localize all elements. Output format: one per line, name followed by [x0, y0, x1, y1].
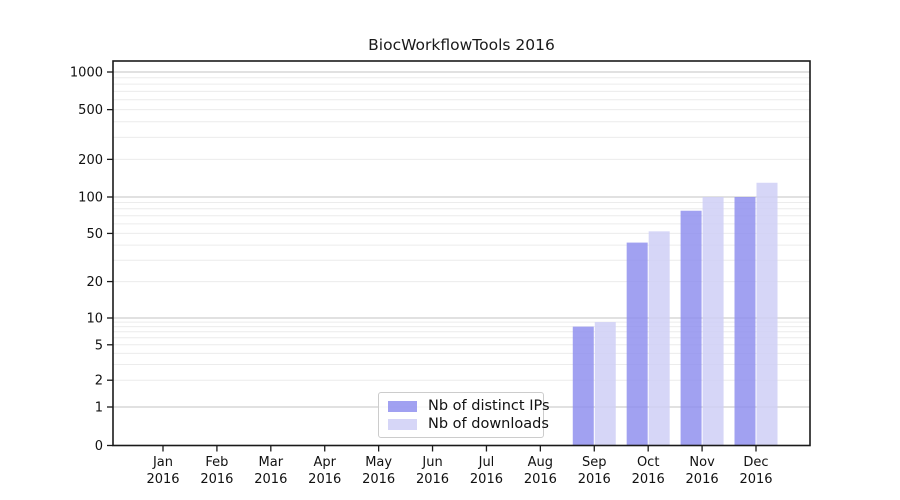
- legend-label-distinct-ips: Nb of distinct IPs: [428, 398, 550, 414]
- y-tick-label: 1000: [70, 66, 103, 81]
- x-tick-label-year: 2016: [524, 472, 557, 487]
- x-tick-label-month: Oct: [637, 455, 659, 470]
- y-tick-label: 500: [78, 103, 103, 118]
- x-tick-label-month: Jan: [152, 455, 173, 470]
- y-tick-label: 2: [95, 374, 103, 389]
- y-tick-label: 5: [95, 338, 103, 353]
- x-tick-label-month: Jul: [478, 455, 495, 470]
- x-tick-label-year: 2016: [686, 472, 719, 487]
- y-tick-label: 50: [86, 227, 103, 242]
- x-tick-label-year: 2016: [254, 472, 287, 487]
- bar-oct-downloads: [648, 231, 670, 446]
- x-tick-label-year: 2016: [578, 472, 611, 487]
- bar-sep-downloads: [594, 322, 616, 446]
- x-tick-label-year: 2016: [308, 472, 341, 487]
- legend-label-downloads: Nb of downloads: [428, 416, 549, 432]
- x-tick-label-month: May: [365, 455, 392, 470]
- legend-item-distinct-ips: Nb of distinct IPs: [388, 398, 550, 414]
- x-tick-label-year: 2016: [362, 472, 395, 487]
- bar-dec-downloads: [756, 182, 778, 446]
- x-tick-label-year: 2016: [632, 472, 665, 487]
- x-tick-label-month: Dec: [743, 455, 768, 470]
- y-tick-label: 100: [78, 191, 103, 206]
- legend-item-downloads: Nb of downloads: [388, 416, 549, 432]
- y-tick-label: 0: [95, 439, 103, 454]
- bar-nov-downloads: [702, 197, 724, 446]
- bar-oct-distinct-ips: [626, 242, 648, 446]
- y-tick-label: 200: [78, 153, 103, 168]
- x-tick-label-month: Mar: [259, 455, 284, 470]
- x-tick-label-year: 2016: [200, 472, 233, 487]
- x-tick-label-year: 2016: [146, 472, 179, 487]
- x-tick-label-year: 2016: [470, 472, 503, 487]
- y-tick-label: 10: [86, 312, 103, 327]
- y-tick-label: 1: [95, 401, 103, 416]
- x-tick-label-year: 2016: [416, 472, 449, 487]
- legend: Nb of distinct IPs Nb of downloads: [378, 392, 550, 438]
- legend-swatch-distinct-ips: [388, 400, 417, 412]
- axes-frame: [112, 60, 811, 447]
- x-tick-label-month: Nov: [689, 455, 715, 470]
- x-tick-label-month: Feb: [205, 455, 228, 470]
- bar-sep-distinct-ips: [572, 326, 594, 446]
- x-tick-label-month: Apr: [313, 455, 336, 470]
- bar-dec-distinct-ips: [734, 197, 756, 446]
- legend-swatch-downloads: [388, 418, 417, 430]
- chart-title: BiocWorkflowTools 2016: [368, 36, 555, 54]
- x-tick-label-month: Sep: [582, 455, 607, 470]
- x-tick-label-month: Aug: [528, 455, 553, 470]
- x-tick-label-month: Jun: [421, 455, 442, 470]
- y-tick-label: 20: [86, 275, 103, 290]
- bar-nov-distinct-ips: [680, 210, 702, 446]
- x-tick-label-year: 2016: [739, 472, 772, 487]
